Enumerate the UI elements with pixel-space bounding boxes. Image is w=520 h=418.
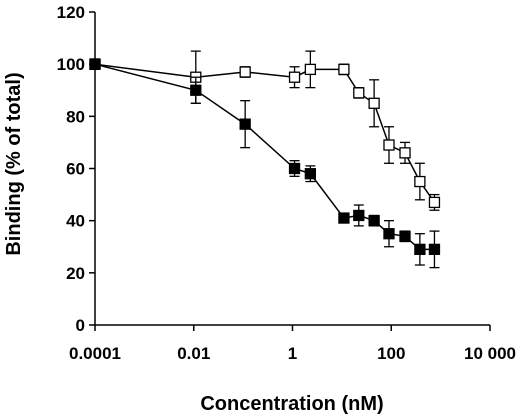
- axes: 0 20 40 60 80 100 120 0.0001 0.01 1 100 10 000: [57, 3, 516, 363]
- x-tick-label: 1: [288, 344, 297, 363]
- data-point: [383, 228, 395, 240]
- data-point: [304, 63, 317, 76]
- y-tick-label: 80: [66, 107, 85, 126]
- y-tick-label: 120: [57, 3, 85, 22]
- data-point: [414, 175, 426, 188]
- series-line: [94, 63, 436, 203]
- data-point: [288, 71, 301, 83]
- series-layer: [89, 50, 441, 269]
- y-tick-label: 60: [66, 160, 85, 179]
- x-tick-label: 0.0001: [69, 344, 121, 363]
- data-point: [338, 212, 350, 224]
- x-axis-title: Concentration (nM): [200, 393, 383, 415]
- y-tick-label: 100: [57, 55, 85, 74]
- series-2: [89, 58, 441, 269]
- y-axis-title: Binding (% of total): [3, 72, 25, 255]
- data-point: [368, 97, 380, 109]
- y-tick-label: 20: [66, 264, 85, 283]
- data-point: [428, 196, 441, 209]
- data-point: [190, 84, 202, 96]
- data-point: [239, 66, 251, 78]
- series-1: [89, 50, 441, 211]
- data-point: [353, 209, 365, 222]
- data-point: [304, 168, 317, 180]
- x-tick-label: 100: [377, 344, 405, 363]
- x-tick-label: 0.01: [177, 344, 210, 363]
- series-line: [94, 63, 435, 251]
- x-tick-label: 10 000: [464, 344, 516, 363]
- data-point: [399, 230, 411, 242]
- data-point: [368, 215, 380, 227]
- data-point: [414, 243, 426, 256]
- data-point: [428, 243, 441, 256]
- data-point: [239, 118, 251, 130]
- data-point: [383, 139, 395, 151]
- data-point: [338, 63, 350, 76]
- data-point: [89, 58, 101, 70]
- y-tick-label: 40: [66, 212, 85, 231]
- data-point: [288, 162, 301, 175]
- data-point: [399, 147, 411, 159]
- y-tick-label: 0: [76, 316, 85, 335]
- data-point: [353, 87, 365, 99]
